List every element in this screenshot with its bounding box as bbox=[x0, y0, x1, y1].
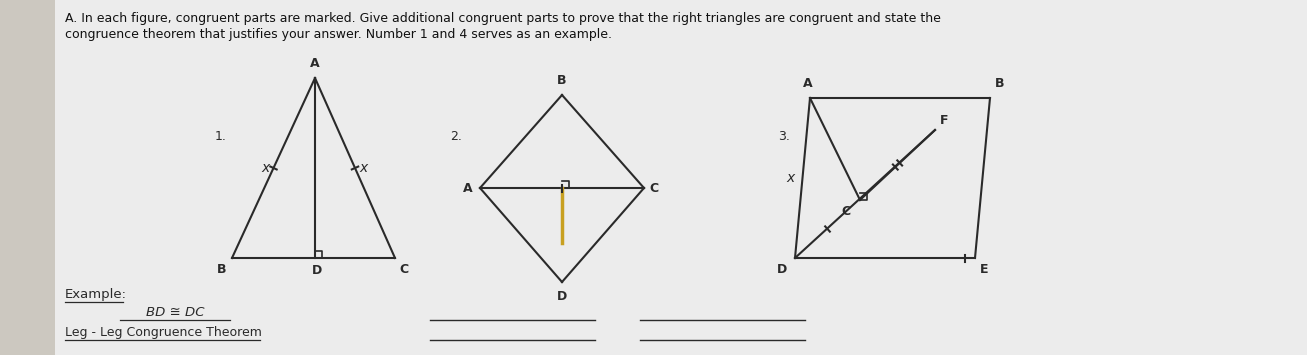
Text: 1.: 1. bbox=[214, 130, 227, 143]
Text: D: D bbox=[557, 290, 567, 303]
FancyBboxPatch shape bbox=[55, 0, 1307, 355]
Text: x: x bbox=[787, 171, 795, 185]
Text: 2.: 2. bbox=[450, 130, 461, 143]
Text: C: C bbox=[840, 205, 850, 218]
Text: A: A bbox=[310, 57, 320, 70]
Text: C: C bbox=[650, 181, 659, 195]
Text: E: E bbox=[980, 263, 988, 276]
Text: D: D bbox=[776, 263, 787, 276]
Text: A. In each figure, congruent parts are marked. Give additional congruent parts t: A. In each figure, congruent parts are m… bbox=[65, 12, 941, 25]
Text: D: D bbox=[312, 264, 322, 277]
Text: A: A bbox=[464, 181, 473, 195]
Text: x: x bbox=[359, 161, 367, 175]
Text: A: A bbox=[804, 77, 813, 90]
Text: BD ≅ DC: BD ≅ DC bbox=[146, 306, 204, 319]
Text: congruence theorem that justifies your answer. Number 1 and 4 serves as an examp: congruence theorem that justifies your a… bbox=[65, 28, 612, 41]
Text: Example:: Example: bbox=[65, 288, 127, 301]
Text: 3.: 3. bbox=[778, 130, 789, 143]
Text: B: B bbox=[995, 77, 1005, 90]
Text: B: B bbox=[217, 263, 226, 276]
Text: C: C bbox=[399, 263, 408, 276]
Text: B: B bbox=[557, 74, 567, 87]
Text: F: F bbox=[940, 114, 949, 127]
Text: Leg - Leg Congruence Theorem: Leg - Leg Congruence Theorem bbox=[65, 326, 261, 339]
Text: x: x bbox=[261, 161, 269, 175]
